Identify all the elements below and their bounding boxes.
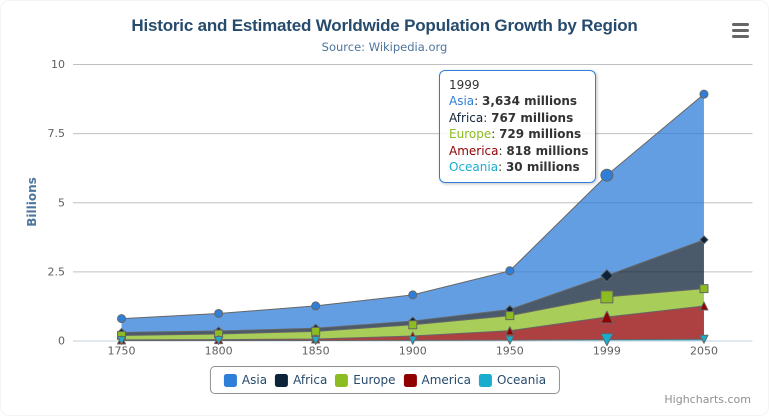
chart-context-menu-button[interactable] [732, 23, 749, 38]
marker-africa-1999[interactable] [600, 269, 614, 283]
legend-item-oceania[interactable]: Oceania [479, 373, 546, 387]
legend-swatch-america [403, 373, 417, 387]
marker-asia-1999[interactable] [600, 168, 614, 182]
chart-title: Historic and Estimated Worldwide Populat… [131, 16, 638, 35]
legend-label-america: America [421, 373, 472, 387]
marker-oceania-1900[interactable] [408, 335, 418, 345]
marker-america-1950[interactable] [505, 326, 515, 336]
legend-item-america[interactable]: America [403, 373, 472, 387]
marker-oceania-2050[interactable] [699, 334, 709, 344]
hamburger-menu-icon [732, 23, 749, 27]
credits-link[interactable]: Highcharts.com [664, 393, 751, 406]
x-tick-label-0: 1750 [108, 345, 136, 358]
marker-oceania-1800[interactable] [214, 335, 224, 345]
legend-item-asia[interactable]: Asia [223, 373, 268, 387]
marker-oceania-1850[interactable] [311, 335, 321, 345]
marker-europe-1850[interactable] [311, 326, 321, 336]
legend-label-asia: Asia [241, 373, 268, 387]
legend-swatch-africa [275, 373, 289, 387]
marker-asia-1950[interactable] [505, 266, 515, 276]
legend-swatch-oceania [479, 373, 493, 387]
marker-asia-1900[interactable] [408, 290, 418, 300]
hamburger-menu-icon [732, 28, 749, 33]
marker-oceania-1999[interactable] [600, 333, 614, 347]
y-tick-label-2: 5 [58, 196, 65, 209]
y-tick-label-1: 2.5 [48, 265, 66, 278]
y-tick-label-3: 7.5 [48, 127, 66, 140]
legend-label-europe: Europe [353, 373, 396, 387]
legend-swatch-asia [223, 373, 237, 387]
marker-oceania-1750[interactable] [117, 335, 127, 345]
x-tick-label-4: 1950 [496, 345, 524, 358]
legend-label-africa: Africa [293, 373, 328, 387]
marker-europe-1999[interactable] [600, 290, 614, 304]
marker-america-2050[interactable] [699, 301, 709, 311]
x-tick-label-2: 1850 [302, 345, 330, 358]
legend-swatch-europe [335, 373, 349, 387]
marker-asia-2050[interactable] [699, 89, 709, 99]
marker-america-1999[interactable] [600, 310, 614, 324]
marker-asia-1800[interactable] [214, 308, 224, 318]
area-asia[interactable] [121, 94, 704, 333]
x-tick-label-5: 1999 [593, 345, 621, 358]
marker-africa-2050[interactable] [699, 235, 709, 245]
chart-subtitle: Source: Wikipedia.org [321, 40, 448, 54]
y-axis-title: Billions [25, 177, 39, 227]
y-tick-label-0: 0 [58, 335, 65, 348]
marker-asia-1750[interactable] [117, 314, 127, 324]
hamburger-menu-icon [732, 34, 749, 38]
y-tick-label-4: 10 [51, 58, 65, 71]
legend-item-africa[interactable]: Africa [275, 373, 327, 387]
area-america[interactable] [121, 306, 704, 341]
marker-asia-1850[interactable] [311, 301, 321, 311]
legend-item-europe[interactable]: Europe [335, 373, 396, 387]
marker-oceania-1950[interactable] [505, 335, 515, 345]
area-africa[interactable] [121, 239, 704, 336]
legend: Asia Africa Europe America Oceania [209, 366, 561, 394]
marker-europe-2050[interactable] [699, 284, 709, 294]
x-tick-label-3: 1900 [399, 345, 427, 358]
marker-europe-1950[interactable] [505, 311, 515, 321]
legend-label-oceania: Oceania [497, 373, 547, 387]
x-tick-label-1: 1800 [205, 345, 233, 358]
x-tick-label-6: 2050 [690, 345, 718, 358]
marker-europe-1900[interactable] [408, 320, 418, 330]
